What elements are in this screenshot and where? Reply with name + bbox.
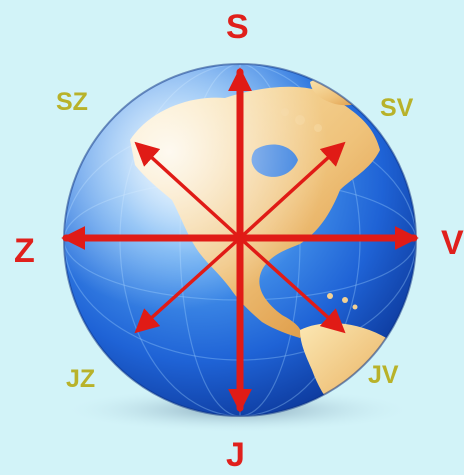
arrow-southwest — [134, 236, 242, 334]
arrow-northeast — [238, 141, 346, 240]
label-west: Z — [14, 232, 35, 270]
label-northeast: SV — [380, 94, 414, 122]
arrow-southeast — [238, 236, 346, 334]
label-south: J — [226, 436, 245, 474]
arrow-northwest — [134, 141, 242, 240]
label-northwest: SZ — [56, 88, 88, 116]
label-north: S — [226, 8, 249, 46]
label-east: V — [441, 224, 464, 262]
label-southwest: JZ — [66, 365, 96, 393]
compass-arrows-icon — [61, 67, 419, 413]
label-southeast: JV — [368, 361, 399, 389]
